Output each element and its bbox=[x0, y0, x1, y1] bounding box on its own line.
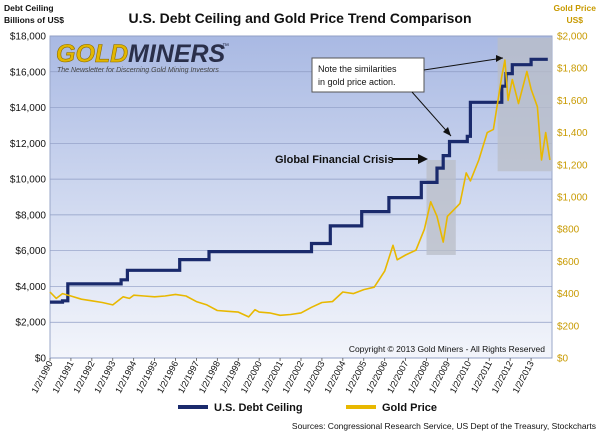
y-right-tick-label: $1,200 bbox=[557, 160, 588, 171]
y-right-tick-label: $1,400 bbox=[557, 128, 588, 139]
y-right-tick-label: $1,600 bbox=[557, 96, 588, 107]
x-axis: 1/2/19901/2/19911/2/19921/2/19931/2/1994… bbox=[29, 358, 536, 395]
y-left-tick-label: $10,000 bbox=[10, 175, 47, 186]
similarity-note-line2: in gold price action. bbox=[318, 77, 396, 87]
y-left-label-line2: Billions of US$ bbox=[4, 15, 64, 25]
y-right-tick-label: $1,800 bbox=[557, 64, 588, 75]
y-right-tick-label: $400 bbox=[557, 289, 580, 300]
y-left-tick-label: $4,000 bbox=[15, 282, 46, 293]
y-right-tick-label: $600 bbox=[557, 257, 580, 268]
note-arrowhead-left bbox=[443, 127, 451, 136]
logo-word-miners: MINERS bbox=[128, 40, 226, 68]
logo-tagline: The Newsletter for Discerning Gold Minin… bbox=[57, 67, 219, 74]
y-left-tick-label: $14,000 bbox=[10, 103, 47, 114]
highlight-region bbox=[497, 37, 552, 172]
y-right-tick-label: $800 bbox=[557, 225, 580, 236]
logo-trademark: ™ bbox=[222, 43, 229, 50]
y-right-tick-label: $1,000 bbox=[557, 193, 588, 204]
y-left-tick-label: $12,000 bbox=[10, 139, 47, 150]
note-arrow-left bbox=[411, 91, 452, 137]
legend: U.S. Debt Ceiling Gold Price bbox=[178, 402, 437, 414]
y-left-tick-label: $18,000 bbox=[10, 32, 47, 43]
logo: GOLD MINERS ™ The Newsletter for Discern… bbox=[56, 40, 229, 74]
y-left-tick-label: $2,000 bbox=[15, 318, 46, 329]
gold-price-line bbox=[49, 59, 551, 318]
debt-ceiling-line bbox=[50, 57, 548, 304]
highlight-regions bbox=[426, 37, 552, 255]
chart-title: U.S. Debt Ceiling and Gold Price Trend C… bbox=[128, 10, 471, 26]
y-right-tick-label: $0 bbox=[557, 354, 569, 365]
legend-gold-label: Gold Price bbox=[382, 402, 437, 414]
y-right-tick-label: $200 bbox=[557, 321, 580, 332]
plot-area bbox=[49, 35, 553, 359]
copyright-text: Copyright © 2013 Gold Miners - All Right… bbox=[349, 344, 545, 354]
highlight-region bbox=[426, 159, 456, 255]
similarity-note-line1: Note the similarities bbox=[318, 64, 397, 74]
legend-debt-label: U.S. Debt Ceiling bbox=[214, 402, 303, 414]
logo-word-gold: GOLD bbox=[56, 40, 128, 68]
y-right-tick-label: $2,000 bbox=[557, 32, 588, 43]
gridlines bbox=[50, 35, 552, 359]
similarity-note: Note the similarities in gold price acti… bbox=[311, 55, 504, 137]
y-left-tick-label: $8,000 bbox=[15, 210, 46, 221]
y-left-tick-label: $6,000 bbox=[15, 246, 46, 257]
sources-text: Sources: Congressional Research Service,… bbox=[292, 421, 596, 431]
y-left-label-line1: Debt Ceiling bbox=[4, 3, 54, 13]
y-right-axis: $0 $200 $400 $600 $800 $1,000 $1,200 $1,400 $1,6… bbox=[557, 32, 588, 365]
gfc-annotation: Global Financial Crisis bbox=[275, 154, 428, 166]
y-left-tick-label: $0 bbox=[35, 354, 47, 365]
gfc-label: Global Financial Crisis bbox=[275, 154, 394, 166]
y-left-tick-label: $16,000 bbox=[10, 67, 47, 78]
note-arrowhead-right bbox=[496, 55, 503, 62]
y-left-axis: $0 $2,000 $4,000 $6,000 $8,000 $10,000 $12,000… bbox=[10, 32, 47, 365]
gfc-arrowhead bbox=[418, 154, 428, 164]
similarity-note-box bbox=[311, 57, 425, 93]
y-right-label-line1: Gold Price bbox=[553, 3, 596, 13]
y-right-label-line2: US$ bbox=[566, 15, 583, 25]
note-arrow-right bbox=[423, 57, 504, 71]
